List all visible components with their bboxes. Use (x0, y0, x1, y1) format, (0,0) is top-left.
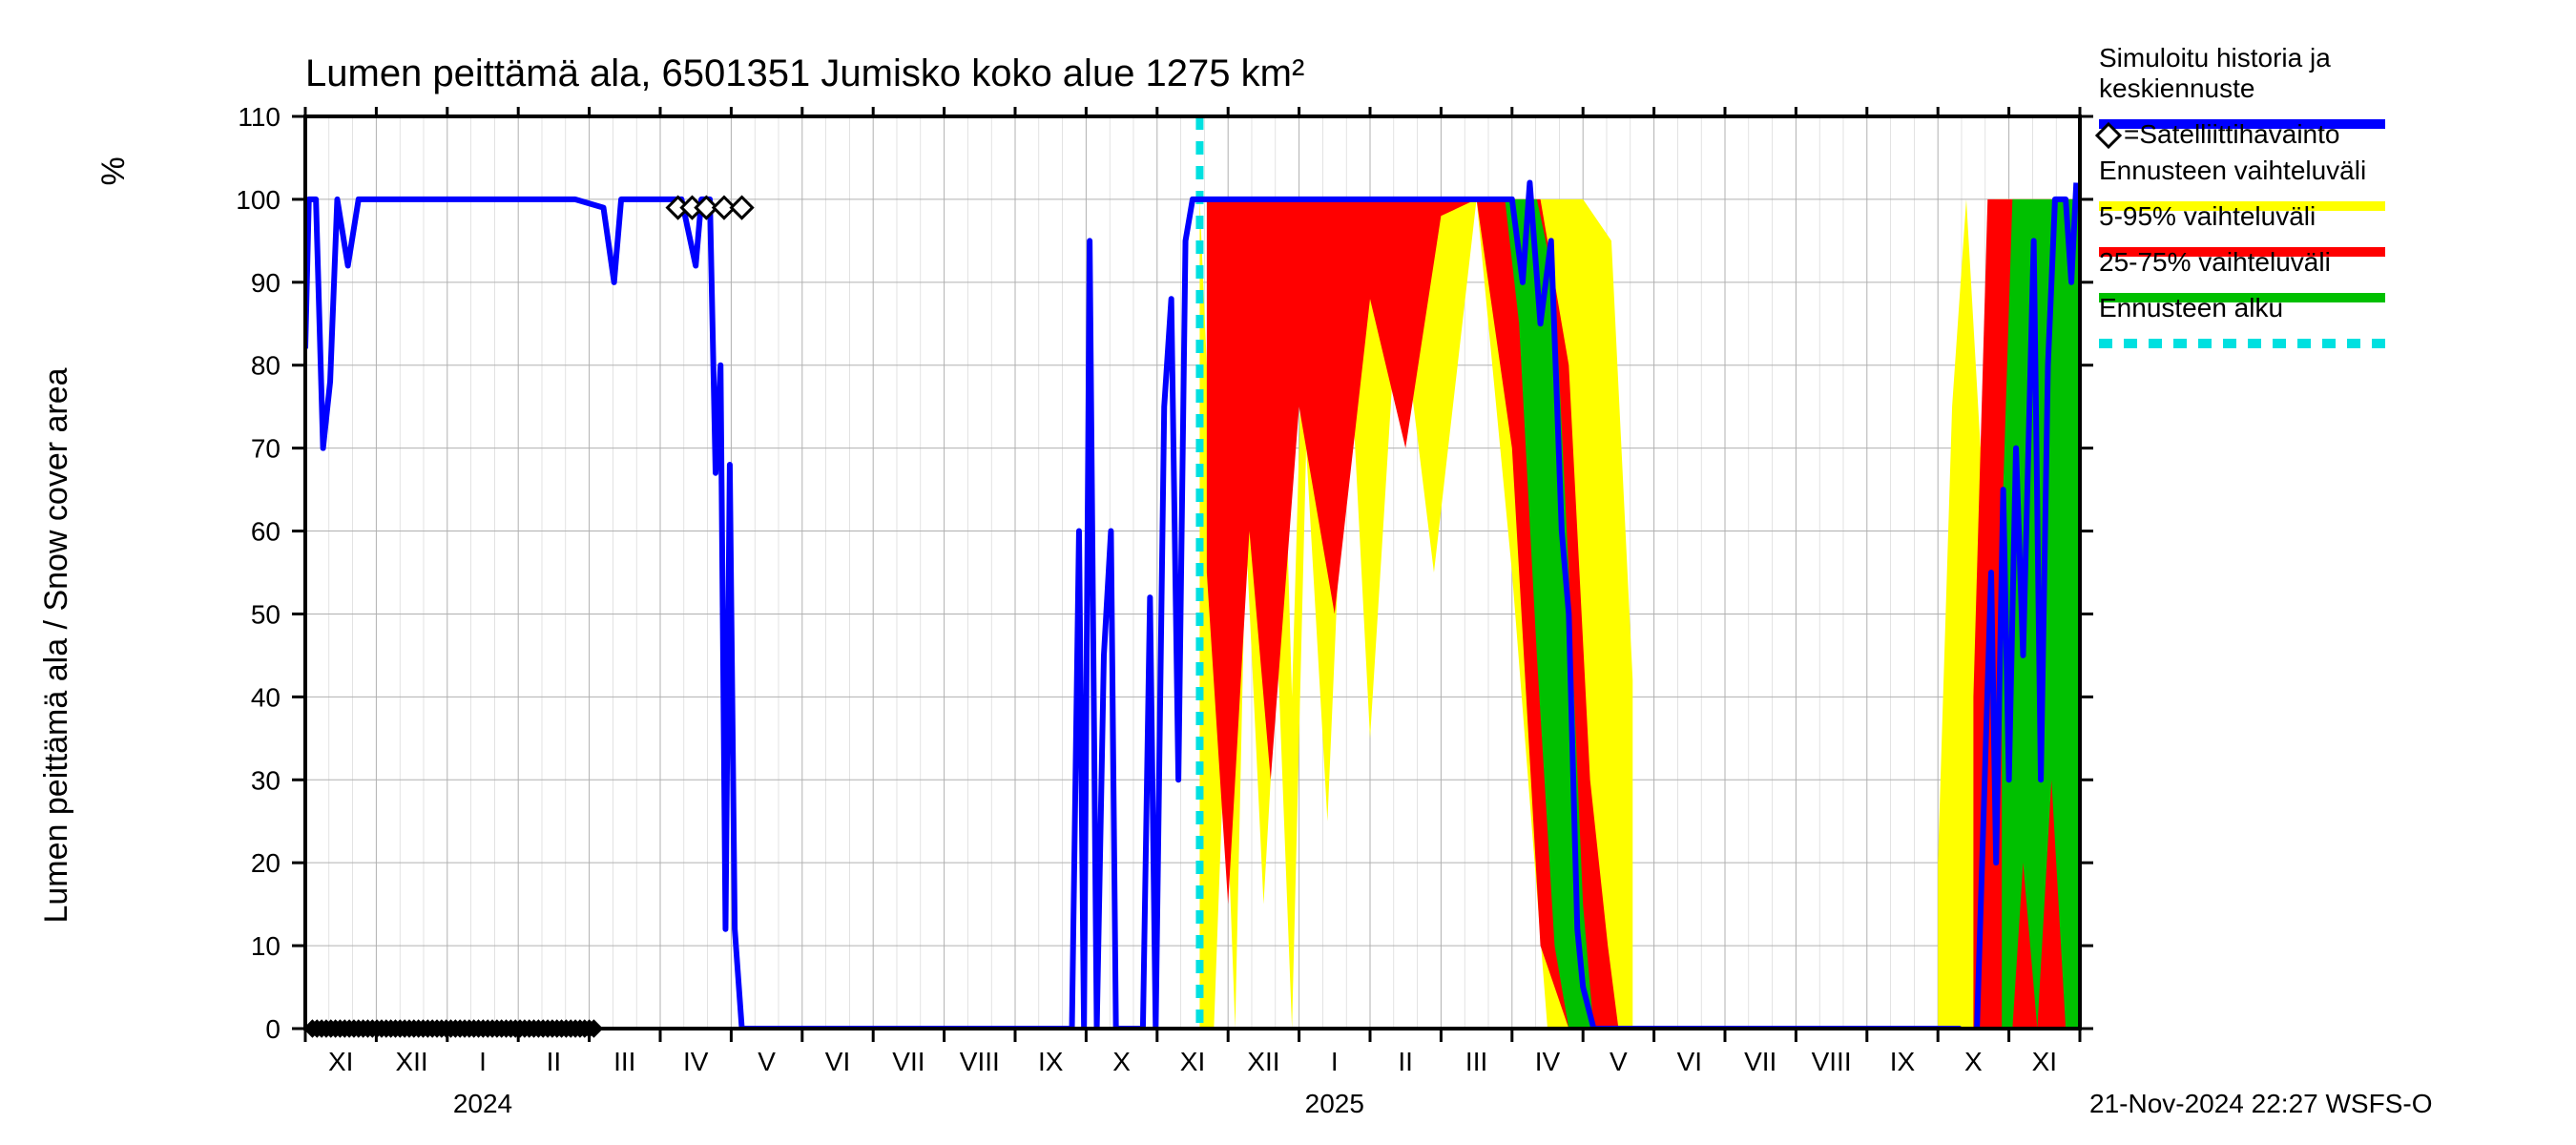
y-tick-label: 30 (251, 765, 280, 795)
x-month-label: II (547, 1047, 562, 1076)
x-month-label: I (479, 1047, 487, 1076)
y-tick-label: 10 (251, 931, 280, 961)
x-month-label: IV (683, 1047, 709, 1076)
legend-label: Ennusteen vaihteluväli (2099, 156, 2366, 185)
x-month-label: VI (1677, 1047, 1702, 1076)
x-month-label: V (1610, 1047, 1628, 1076)
x-month-label: I (1331, 1047, 1339, 1076)
x-month-label: VIII (1812, 1047, 1852, 1076)
y-tick-label: 80 (251, 351, 280, 381)
x-month-label: X (1112, 1047, 1131, 1076)
legend-label: 25-75% vaihteluväli (2099, 247, 2331, 277)
legend-label: keskiennuste (2099, 73, 2254, 103)
y-axis-label-2: % (95, 156, 132, 185)
chart-container: 0102030405060708090100110XIXIIIIIIIIIVVV… (0, 0, 2576, 1145)
y-tick-label: 60 (251, 517, 280, 547)
x-year-label: 2024 (453, 1089, 512, 1118)
y-tick-label: 90 (251, 268, 280, 298)
chart-svg: 0102030405060708090100110XIXIIIIIIIIIVVV… (0, 0, 2576, 1145)
y-tick-label: 0 (265, 1014, 280, 1044)
x-year-label: 2025 (1305, 1089, 1364, 1118)
x-month-label: XI (328, 1047, 353, 1076)
x-month-label: IV (1535, 1047, 1561, 1076)
x-month-label: XII (395, 1047, 427, 1076)
legend-label: Ennusteen alku (2099, 293, 2283, 323)
y-axis-label-1: Lumen peittämä ala / Snow cover area (38, 367, 74, 923)
x-month-label: III (1465, 1047, 1487, 1076)
x-month-label: XII (1247, 1047, 1279, 1076)
y-tick-label: 50 (251, 599, 280, 629)
chart-title: Lumen peittämä ala, 6501351 Jumisko koko… (305, 52, 1304, 94)
x-month-label: VII (892, 1047, 924, 1076)
x-month-label: VIII (960, 1047, 1000, 1076)
x-month-label: III (613, 1047, 635, 1076)
legend-label: 5-95% vaihteluväli (2099, 201, 2316, 231)
x-month-label: V (758, 1047, 776, 1076)
y-tick-label: 40 (251, 682, 280, 712)
chart-footer: 21-Nov-2024 22:27 WSFS-O (2089, 1089, 2433, 1118)
y-tick-label: 70 (251, 434, 280, 464)
x-month-label: II (1398, 1047, 1413, 1076)
x-month-label: IX (1890, 1047, 1916, 1076)
y-tick-label: 20 (251, 848, 280, 878)
y-tick-label: 100 (236, 185, 280, 215)
x-month-label: XI (2032, 1047, 2057, 1076)
x-month-label: X (1964, 1047, 1983, 1076)
x-month-label: IX (1038, 1047, 1064, 1076)
x-month-label: VI (825, 1047, 850, 1076)
y-tick-label: 110 (238, 102, 280, 132)
x-month-label: VII (1744, 1047, 1776, 1076)
legend-label: =Satelliittihavainto (2124, 119, 2339, 149)
legend-label: Simuloitu historia ja (2099, 43, 2331, 73)
x-month-label: XI (1180, 1047, 1205, 1076)
